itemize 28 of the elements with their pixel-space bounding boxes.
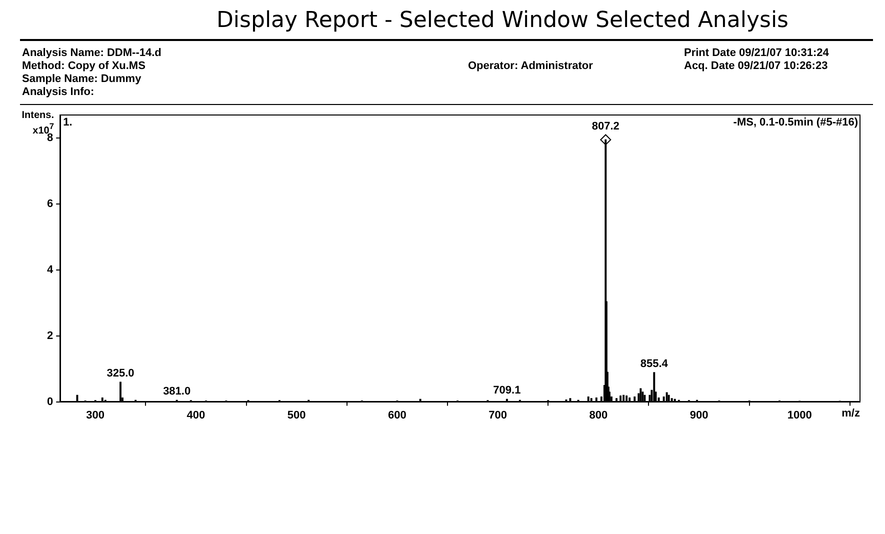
x-tick-label: 700 [488, 409, 507, 422]
x-axis-title: m/z [842, 407, 860, 420]
x-tick-label: 400 [186, 409, 206, 422]
annotation: 855.4 [640, 358, 669, 370]
y-tick-label: 2 [46, 330, 54, 342]
y-tick-label: 6 [46, 198, 54, 210]
x-tick-label: 900 [690, 409, 708, 422]
text: Sample Name: Dummy [22, 73, 142, 85]
annotation: 1. [63, 116, 72, 129]
x-tick-label: 800 [589, 409, 608, 422]
text: Analysis Name: DDM--14.d [22, 47, 162, 59]
annotation: -MS, 0.1-0.5min (#5-#16) [733, 116, 858, 129]
x-tick-label: 1000 [787, 409, 812, 422]
annotation: 325.0 [106, 368, 134, 380]
text: Acq. Date 09/21/07 10:26:23 [684, 60, 828, 72]
annotation: 807.2 [592, 120, 620, 132]
chart-title: Display Report - Selected Window Selected Analysis [215, 8, 790, 33]
text: Method: Copy of Xu.MS [22, 60, 146, 72]
y-tick-label: 4 [46, 264, 54, 276]
y-tick-label: 0 [46, 396, 54, 408]
x-tick-label: 500 [287, 409, 306, 422]
text: Operator: Administrator [468, 60, 593, 72]
annotation: 381.0 [163, 386, 191, 398]
x-tick-label: 300 [86, 409, 105, 422]
text: Analysis Info: [22, 86, 94, 98]
annotation: 709.1 [493, 384, 521, 397]
text: Print Date 09/21/07 10:31:24 [684, 47, 829, 59]
x-tick-label: 600 [388, 409, 406, 422]
